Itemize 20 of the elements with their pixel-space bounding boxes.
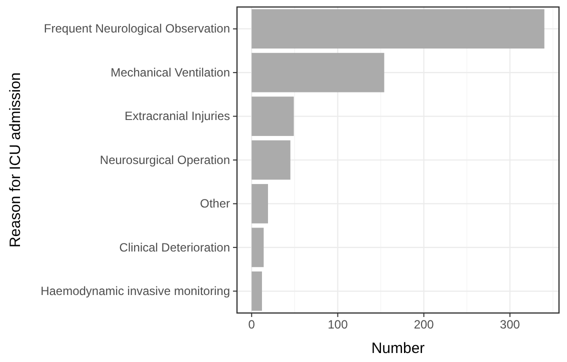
bar xyxy=(252,96,294,136)
bar xyxy=(252,271,262,311)
x-axis-title: Number xyxy=(371,340,425,357)
bar xyxy=(252,9,544,49)
y-tick-label: Neurosurgical Operation xyxy=(100,152,230,167)
x-tick-label: 0 xyxy=(248,318,256,332)
y-tick-label: Clinical Deterioration xyxy=(119,240,230,254)
y-tick-label: Extracranial Injuries xyxy=(124,109,230,124)
y-tick-label: Other xyxy=(200,196,230,211)
bar xyxy=(252,228,264,268)
x-tick-label: 100 xyxy=(328,318,348,332)
y-tick-label: Frequent Neurological Observation xyxy=(44,22,230,36)
y-tick-label: Mechanical Ventilation xyxy=(110,65,230,80)
x-tick-label: 300 xyxy=(500,318,520,332)
x-tick-label: 200 xyxy=(414,318,434,332)
bar xyxy=(252,52,384,92)
y-axis-title: Reason for ICU admission xyxy=(7,72,24,248)
bar xyxy=(252,140,290,180)
bar xyxy=(252,184,268,224)
y-tick-label: Haemodynamic invasive monitoring xyxy=(40,284,230,298)
